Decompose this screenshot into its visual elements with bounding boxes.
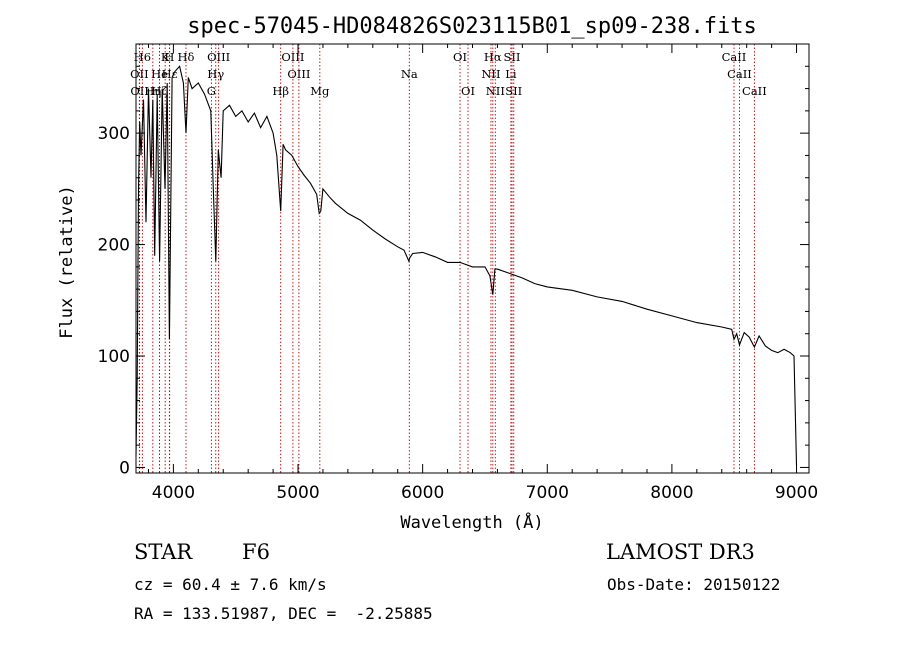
y-tick-label: 300 xyxy=(98,124,130,144)
survey-name: LAMOST DR3 xyxy=(606,540,755,564)
marker-label: OIII xyxy=(281,50,304,64)
x-tick-label: 8000 xyxy=(650,483,693,503)
y-tick-label: 200 xyxy=(98,236,130,256)
marker-label: Hα xyxy=(484,50,502,64)
marker-label: CaII xyxy=(742,84,767,98)
marker-label: CaII xyxy=(727,67,752,81)
marker-label: OII xyxy=(130,84,149,98)
spectrum-series-line xyxy=(135,65,798,466)
marker-label: H6 xyxy=(134,50,151,64)
marker-label: CaII xyxy=(722,50,747,64)
marker-label: G xyxy=(207,84,216,98)
marker-label: OI xyxy=(453,50,467,64)
coordinates: RA = 133.51987, DEC = -2.25885 xyxy=(134,604,433,623)
marker-label: Hζ xyxy=(151,84,167,98)
y-tick-label: 100 xyxy=(98,347,130,367)
marker-label: Li xyxy=(505,67,517,81)
marker-label: OIII xyxy=(287,67,310,81)
marker-label: Hβ xyxy=(272,84,289,98)
chart-title: spec-57045-HD084826S023115B01_sp09-238.f… xyxy=(187,14,757,39)
x-tick-label: 5000 xyxy=(276,483,319,503)
marker-label: NII xyxy=(486,84,505,98)
marker-label: He xyxy=(151,67,168,81)
marker-label: SII xyxy=(504,50,521,64)
x-tick-label: 6000 xyxy=(401,483,444,503)
marker-label: SII xyxy=(505,84,522,98)
x-axis: 4000 5000 6000 7000 8000 9000 xyxy=(147,44,818,503)
marker-label: Hδ xyxy=(177,50,194,64)
marker-label: Na xyxy=(401,67,418,81)
plot-frame xyxy=(135,43,810,474)
y-tick-label: 0 xyxy=(119,458,130,478)
x-tick-label: 9000 xyxy=(775,483,818,503)
object-subclass: F6 xyxy=(242,540,270,564)
marker-label: Hε xyxy=(162,67,178,81)
x-axis-label: Wavelength (Å) xyxy=(400,511,543,533)
marker-label: OI xyxy=(461,84,475,98)
observation-date: Obs-Date: 20150122 xyxy=(607,575,781,594)
object-class: STAR xyxy=(134,540,193,564)
marker-label: NII xyxy=(481,67,500,81)
marker-label: Mg xyxy=(310,84,330,98)
y-axis-label: Flux (relative) xyxy=(57,185,77,339)
y-axis: 0 100 200 300 xyxy=(98,65,809,478)
redshift-velocity: cz = 60.4 ± 7.6 km/s xyxy=(134,575,327,594)
marker-label: Hγ xyxy=(207,67,224,81)
x-tick-label: 4000 xyxy=(152,483,195,503)
marker-label: K xyxy=(161,50,170,64)
marker-label: OIII xyxy=(207,50,230,64)
marker-label: OII xyxy=(130,67,149,81)
marker-label: H xyxy=(164,50,174,64)
x-tick-label: 7000 xyxy=(526,483,569,503)
